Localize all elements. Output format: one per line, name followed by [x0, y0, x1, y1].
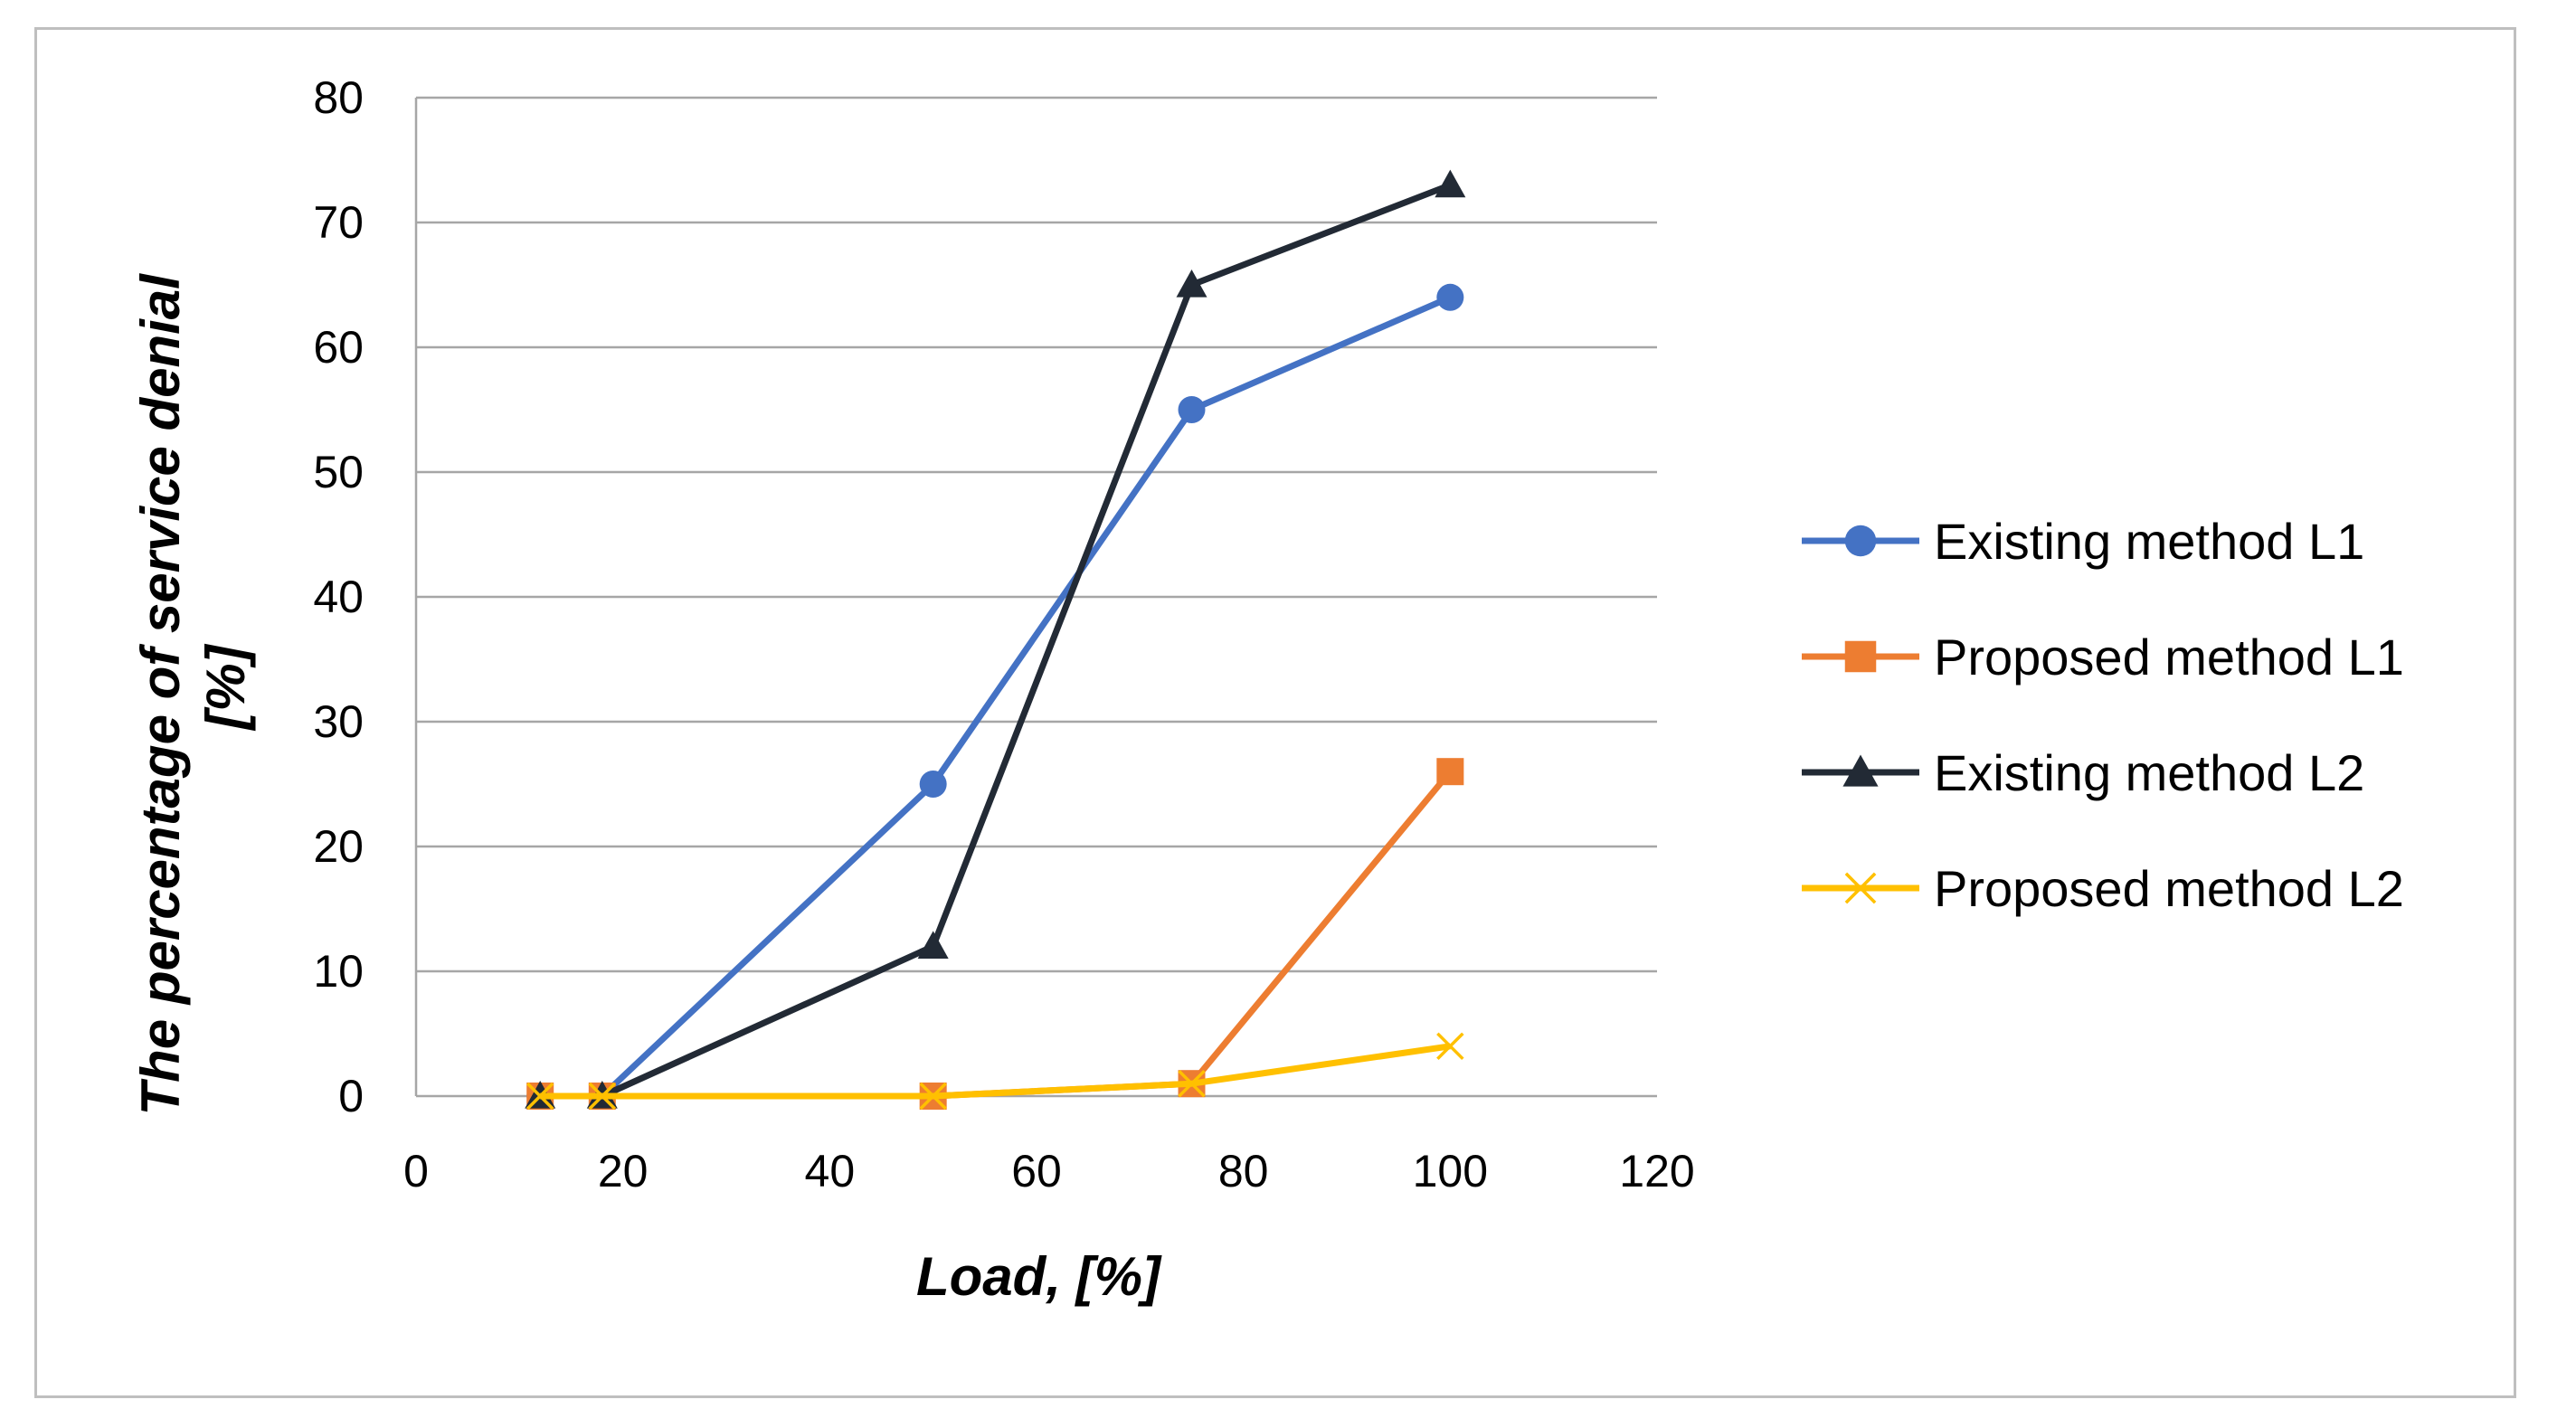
y-tick-label: 0	[338, 1071, 364, 1121]
data-point	[1435, 169, 1466, 198]
data-point	[1178, 396, 1206, 423]
y-tick-label: 30	[313, 696, 364, 747]
x-tick-label: 120	[1619, 1146, 1694, 1196]
y-tick-label: 70	[313, 197, 364, 248]
legend-item: Proposed method L2	[1802, 860, 2404, 917]
x-tick-label: 60	[1011, 1146, 1062, 1196]
x-tick-label: 40	[805, 1146, 856, 1196]
legend-item: Existing method L2	[1802, 744, 2364, 801]
y-axis-title-line2: [%]	[195, 643, 256, 731]
series-existing-method-l1	[526, 283, 1464, 1110]
data-point	[588, 1082, 617, 1111]
x-tick-label: 100	[1413, 1146, 1488, 1196]
series-lines	[525, 169, 1466, 1111]
series-proposed-method-l2	[526, 1032, 1464, 1111]
y-tick-label: 80	[313, 72, 364, 123]
data-point	[1844, 640, 1877, 673]
data-point	[1436, 1032, 1464, 1061]
data-point	[917, 931, 949, 959]
x-axis-title: Load, [%]	[916, 1246, 1162, 1307]
data-point	[1176, 270, 1208, 298]
data-point	[1178, 1069, 1206, 1098]
legend-label: Proposed method L2	[1934, 860, 2404, 917]
tick-labels: 0 10 20 30 40 50 60 70 80 0 20 40 60 80 100 120	[313, 72, 1694, 1196]
x-tick-label: 80	[1218, 1146, 1269, 1196]
y-tick-label: 50	[313, 447, 364, 497]
data-point	[919, 771, 947, 798]
data-point	[526, 1082, 554, 1111]
legend-item: Existing method L1	[1802, 513, 2364, 570]
series-line	[540, 294, 1452, 1100]
legend-item: Proposed method L1	[1802, 629, 2404, 686]
y-tick-label: 10	[313, 946, 364, 997]
data-point	[1436, 758, 1464, 786]
data-point	[1844, 872, 1877, 904]
x-tick-label: 0	[403, 1146, 429, 1196]
data-point	[1844, 525, 1877, 557]
series-line	[540, 769, 1454, 1100]
legend-label: Existing method L2	[1934, 744, 2364, 801]
series-existing-method-l2	[525, 169, 1466, 1109]
x-tick-label: 20	[598, 1146, 649, 1196]
data-point	[919, 1082, 947, 1111]
legend-label: Existing method L1	[1934, 513, 2364, 570]
series-proposed-method-l1	[526, 758, 1464, 1110]
data-point	[1436, 283, 1464, 311]
y-tick-label: 60	[313, 322, 364, 373]
data-point	[1842, 754, 1879, 787]
series-line	[540, 1043, 1451, 1100]
y-axis-title-line1: The percentage of service denial	[130, 273, 191, 1116]
y-tick-label: 40	[313, 572, 364, 622]
legend: Existing method L1 Proposed method L1 Exis…	[1802, 513, 2404, 917]
y-tick-label: 20	[313, 821, 364, 872]
y-axis-title: The percentage of service denial [%]	[130, 259, 256, 1115]
gridlines	[416, 96, 1657, 973]
legend-label: Proposed method L1	[1934, 629, 2404, 686]
series-line	[540, 182, 1452, 1100]
